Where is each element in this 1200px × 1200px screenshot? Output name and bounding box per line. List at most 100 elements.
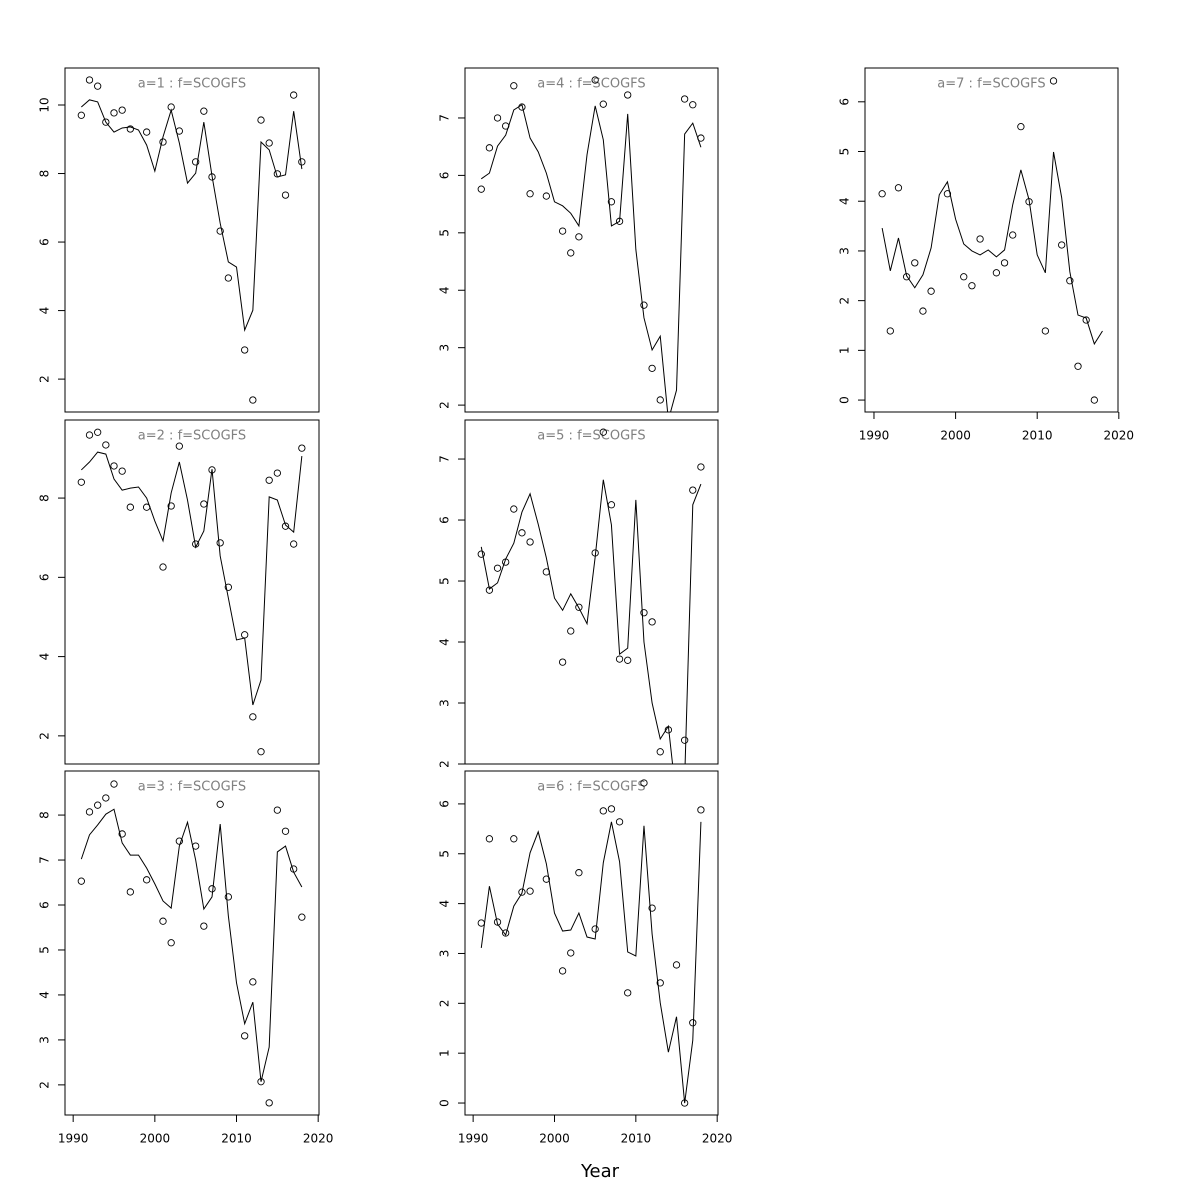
data-point: [102, 441, 110, 449]
data-point: [143, 128, 151, 136]
panel-frame: [864, 67, 1119, 413]
y-tick-label: 4: [38, 307, 52, 315]
data-point: [968, 282, 976, 290]
data-point: [110, 780, 118, 788]
data-point: [290, 540, 298, 548]
data-point: [102, 794, 110, 802]
y-tick-label: 7: [438, 114, 452, 122]
fitted-line: [80, 99, 303, 333]
data-point: [216, 539, 224, 547]
data-point: [298, 444, 306, 452]
data-point: [1017, 123, 1025, 131]
data-point: [1041, 327, 1050, 335]
panel-title: a=1 : f=SCOGFS: [138, 77, 246, 92]
data-point: [624, 989, 632, 997]
x-tick-label: 2020: [303, 1132, 334, 1146]
data-point: [281, 522, 290, 530]
data-point: [591, 925, 599, 933]
y-tick-label: 3: [438, 699, 452, 707]
x-tick-label: 2020: [702, 1132, 733, 1146]
data-point: [680, 736, 689, 744]
data-point: [110, 109, 118, 117]
x-tick-label: 2000: [940, 429, 971, 443]
data-point: [615, 818, 624, 826]
data-point: [118, 106, 126, 114]
x-tick-label: 2010: [221, 1132, 252, 1146]
data-point: [216, 227, 224, 235]
data-point: [502, 929, 510, 937]
x-tick-label: 1990: [458, 1132, 489, 1146]
data-point: [118, 830, 126, 838]
data-point: [477, 550, 485, 558]
data-point: [1058, 241, 1066, 249]
data-point: [477, 185, 485, 193]
data-point: [591, 76, 599, 84]
panel-frame: [464, 419, 719, 765]
y-tick-label: 8: [38, 811, 52, 819]
data-point: [118, 467, 126, 475]
data-point: [886, 327, 894, 335]
y-tick-label: 6: [38, 238, 52, 246]
data-point: [558, 967, 567, 975]
panel: a=1 : f=SCOGFS 2 4 6 8 10: [38, 67, 320, 413]
panel: a=3 : f=SCOGFS 2 3 4 5 6 7 8 1990 2000 2010 2020: [38, 770, 334, 1146]
data-point: [656, 748, 664, 756]
panel-title: a=5 : f=SCOGFS: [537, 429, 645, 444]
data-point: [518, 529, 526, 537]
data-point: [943, 190, 952, 198]
data-point: [208, 885, 216, 893]
data-point: [878, 190, 886, 198]
data-point: [697, 806, 705, 814]
data-point: [94, 428, 102, 436]
panel: a=4 : f=SCOGFS 2 3 4 5 6 7: [438, 67, 719, 413]
data-point: [672, 961, 681, 969]
data-point: [241, 346, 249, 354]
data-point: [241, 631, 249, 639]
panel: a=6 : f=SCOGFS 0 1 2 3 4 5 6 1990 2000 2010 2020: [438, 770, 733, 1146]
y-tick-label: 5: [438, 577, 452, 585]
panel-frame: [64, 770, 320, 1116]
panel-title: a=3 : f=SCOGFS: [138, 780, 246, 795]
data-point: [1082, 316, 1090, 324]
data-point: [273, 469, 281, 477]
y-tick-label: 3: [838, 247, 852, 255]
data-point: [85, 431, 94, 439]
data-point: [224, 583, 232, 591]
data-point: [607, 805, 616, 813]
y-tick-label: 3: [438, 344, 452, 352]
data-point: [510, 505, 518, 513]
y-tick-label: 6: [38, 901, 52, 909]
data-point: [77, 877, 85, 885]
data-point: [1000, 259, 1009, 267]
data-point: [493, 564, 502, 572]
y-tick-label: 4: [38, 991, 52, 999]
data-point: [200, 107, 208, 115]
data-point: [689, 1019, 697, 1027]
data-point: [485, 144, 494, 152]
data-point: [1074, 362, 1082, 370]
data-point: [518, 888, 526, 896]
y-tick-label: 2: [438, 760, 452, 768]
data-point: [143, 876, 151, 884]
data-point: [102, 118, 110, 126]
x-axis-title: Year: [580, 1161, 620, 1182]
data-point: [599, 428, 607, 436]
x-tick-label: 1990: [58, 1132, 89, 1146]
data-point: [960, 273, 968, 281]
y-tick-label: 3: [438, 950, 452, 958]
data-point: [159, 563, 167, 571]
fitted-line: [480, 103, 702, 412]
data-point: [599, 100, 607, 108]
data-point: [265, 1099, 273, 1107]
y-tick-label: 4: [38, 653, 52, 661]
data-point: [992, 269, 1001, 277]
data-point: [575, 233, 583, 241]
panel-title: a=6 : f=SCOGFS: [537, 780, 645, 795]
y-tick-label: 2: [438, 1000, 452, 1008]
data-point: [94, 801, 102, 809]
data-point: [640, 779, 648, 787]
data-point: [77, 478, 85, 486]
data-point: [1066, 277, 1074, 285]
panel-frame: [464, 67, 719, 413]
data-point: [624, 91, 632, 99]
